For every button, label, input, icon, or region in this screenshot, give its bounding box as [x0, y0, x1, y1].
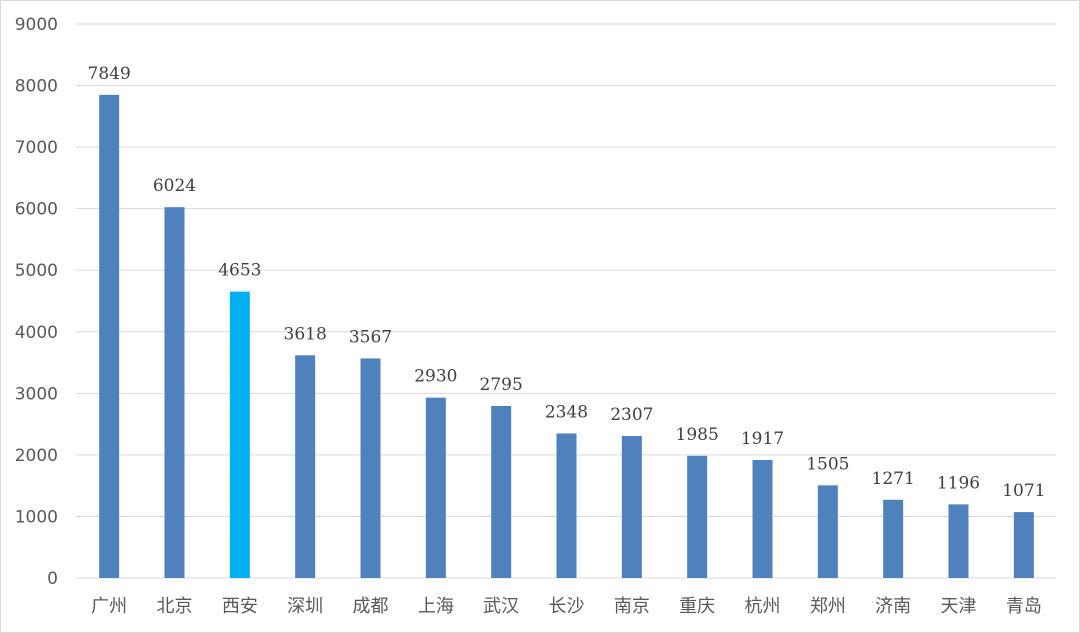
data-label: 7849 [88, 64, 131, 84]
x-tick-label: 深圳 [287, 596, 323, 617]
y-tick-label: 6000 [15, 200, 58, 220]
data-label: 4653 [218, 261, 261, 281]
bar [687, 455, 708, 578]
y-tick-label: 8000 [15, 77, 58, 97]
data-label: 1505 [806, 454, 849, 474]
y-tick-label: 5000 [15, 261, 58, 281]
bar [1013, 512, 1034, 578]
data-label: 1196 [937, 473, 980, 493]
y-tick-label: 3000 [15, 384, 58, 404]
x-tick-label: 广州 [91, 596, 127, 617]
x-axis-ticks: 广州 北京 西安 深圳 成都 上海 武汉 长沙 南京 重庆 杭州 郑州 济南 天津 青岛 [91, 596, 1042, 617]
bar [164, 207, 185, 578]
x-tick-label: 上海 [418, 596, 454, 617]
data-label: 1917 [741, 429, 784, 449]
data-label: 1071 [1002, 481, 1045, 501]
bar [621, 435, 642, 578]
y-tick-label: 1000 [15, 507, 58, 527]
x-tick-label: 北京 [157, 596, 193, 617]
x-tick-label: 南京 [614, 596, 650, 617]
x-tick-label: 重庆 [679, 596, 715, 617]
x-tick-label: 武汉 [483, 596, 519, 617]
bar [883, 499, 904, 578]
bar [752, 459, 773, 578]
data-label: 3567 [349, 327, 392, 347]
data-label: 2795 [480, 375, 523, 395]
x-tick-label: 杭州 [745, 596, 781, 617]
bar [556, 433, 577, 578]
y-tick-label: 2000 [15, 446, 58, 466]
x-tick-label: 长沙 [549, 596, 585, 617]
data-label: 2348 [545, 402, 588, 422]
bar [229, 291, 250, 578]
bar [817, 485, 838, 578]
bar [99, 94, 120, 579]
data-labels: 7849 6024 4653 3618 3567 2930 2795 2348 2307 1985… [88, 64, 1046, 501]
data-label: 6024 [153, 176, 196, 196]
x-tick-label: 西安 [222, 596, 258, 617]
bar [948, 504, 969, 578]
bar [491, 405, 512, 578]
bars [99, 94, 1034, 579]
x-tick-label: 青岛 [1006, 596, 1042, 617]
data-label: 2930 [414, 367, 457, 387]
bar [360, 358, 381, 578]
bar [295, 355, 316, 578]
x-tick-label: 成都 [353, 596, 389, 617]
x-tick-label: 济南 [875, 596, 911, 617]
data-label: 2307 [610, 405, 653, 425]
x-tick-label: 郑州 [810, 596, 846, 617]
y-tick-label: 0 [47, 569, 58, 589]
data-label: 3618 [284, 324, 327, 344]
data-label: 1985 [676, 425, 719, 445]
x-tick-label: 天津 [941, 596, 977, 617]
y-tick-label: 7000 [15, 138, 58, 158]
y-tick-label: 4000 [15, 323, 58, 343]
y-axis-ticks: 0 1000 2000 3000 4000 5000 6000 7000 8000 9000 [15, 15, 58, 589]
bar [425, 397, 446, 578]
data-label: 1271 [872, 469, 915, 489]
y-tick-label: 9000 [15, 15, 58, 35]
